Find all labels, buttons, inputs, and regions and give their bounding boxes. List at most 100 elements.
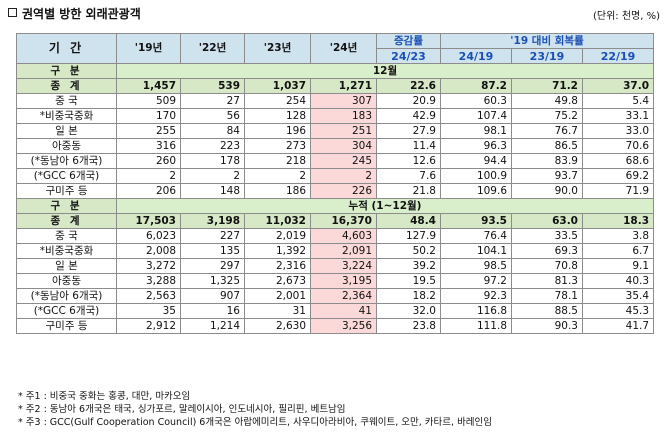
change-rate-subheader: 24/23 bbox=[376, 48, 441, 64]
region-name: 구미주 등 bbox=[16, 183, 117, 199]
table-cell: 128 bbox=[244, 108, 311, 124]
table-cell: 6.7 bbox=[581, 243, 655, 259]
region-name: 아중동 bbox=[16, 273, 117, 289]
table-cell: 90.3 bbox=[511, 318, 583, 334]
table-cell: 83.9 bbox=[511, 153, 583, 169]
table-cell: 1,271 bbox=[310, 78, 377, 94]
table-cell: 307 bbox=[310, 93, 377, 109]
table-cell: 218 bbox=[244, 153, 311, 169]
recovery-subheader-22-19: 22/19 bbox=[581, 48, 655, 64]
table-cell: 3,256 bbox=[310, 318, 377, 334]
table-cell: 87.2 bbox=[440, 78, 512, 94]
table-cell: 78.1 bbox=[511, 288, 583, 304]
section-header-row: 구 분 누적 (1~12월) bbox=[16, 198, 655, 214]
table-cell: 18.3 bbox=[581, 213, 655, 229]
table-cell: 1,214 bbox=[180, 318, 245, 334]
table-cell: 223 bbox=[180, 138, 245, 154]
table-cell: 11.4 bbox=[376, 138, 441, 154]
section-label: 구 분 bbox=[16, 198, 117, 214]
table-cell: 56 bbox=[180, 108, 245, 124]
table-cell: 111.8 bbox=[440, 318, 512, 334]
year-header-2024: '24년 bbox=[310, 33, 377, 64]
table-cell: 70.6 bbox=[581, 138, 655, 154]
table-cell: 33.1 bbox=[581, 108, 655, 124]
table-cell: 23.8 bbox=[376, 318, 441, 334]
table-cell: 21.8 bbox=[376, 183, 441, 199]
table-cell: 127.9 bbox=[376, 228, 441, 244]
table-row: 구미주 등 206 148 186 226 21.8 109.6 90.0 71.9 bbox=[16, 183, 655, 199]
table-cell: 98.5 bbox=[440, 258, 512, 274]
table-cell: 69.3 bbox=[511, 243, 583, 259]
region-name: 일 본 bbox=[16, 258, 117, 274]
table-cell: 93.5 bbox=[440, 213, 512, 229]
table-cell: 2 bbox=[310, 168, 377, 184]
table-cell: 178 bbox=[180, 153, 245, 169]
table-cell: 76.7 bbox=[511, 123, 583, 139]
table-cell: 255 bbox=[116, 123, 181, 139]
region-name: (*GCC 6개국) bbox=[16, 168, 117, 184]
table-row: 아중동 3,288 1,325 2,673 3,195 19.5 97.2 81.3 40.3 bbox=[16, 273, 655, 289]
table-row: 중 국 6,023 227 2,019 4,603 127.9 76.4 33.5 3.8 bbox=[16, 228, 655, 244]
table-cell: 116.8 bbox=[440, 303, 512, 319]
table-row: 일 본 255 84 196 251 27.9 98.1 76.7 33.0 bbox=[16, 123, 655, 139]
table-cell: 40.3 bbox=[581, 273, 655, 289]
table-row: 중 국 509 27 254 307 20.9 60.3 49.8 5.4 bbox=[16, 93, 655, 109]
region-name: (*동남아 6개국) bbox=[16, 153, 117, 169]
table-row: (*동남아 6개국) 260 178 218 245 12.6 94.4 83.9 68.6 bbox=[16, 153, 655, 169]
table-cell: 1,325 bbox=[180, 273, 245, 289]
table-cell: 539 bbox=[180, 78, 245, 94]
table-cell: 35.4 bbox=[581, 288, 655, 304]
table-cell: 186 bbox=[244, 183, 311, 199]
table-cell: 42.9 bbox=[376, 108, 441, 124]
table-cell: 92.3 bbox=[440, 288, 512, 304]
table-cell: 86.5 bbox=[511, 138, 583, 154]
table-cell: 2,019 bbox=[244, 228, 311, 244]
table-cell: 49.8 bbox=[511, 93, 583, 109]
table-cell: 60.3 bbox=[440, 93, 512, 109]
footnote-2: * 주2 : 동남아 6개국은 태국, 싱가포르, 말레이시아, 인도네시아, … bbox=[18, 404, 346, 415]
table-cell: 93.7 bbox=[511, 168, 583, 184]
table-cell: 2 bbox=[180, 168, 245, 184]
table-cell: 227 bbox=[180, 228, 245, 244]
table-cell: 1,457 bbox=[116, 78, 181, 94]
table-cell: 196 bbox=[244, 123, 311, 139]
table-cell: 32.0 bbox=[376, 303, 441, 319]
table-cell: 31 bbox=[244, 303, 311, 319]
section-label: 구 분 bbox=[16, 63, 117, 79]
page-title: 권역별 방한 외래관광객 bbox=[22, 7, 141, 21]
table-cell: 70.8 bbox=[511, 258, 583, 274]
table-cell: 2,364 bbox=[310, 288, 377, 304]
table-cell: 2,563 bbox=[116, 288, 181, 304]
table-row: 일 본 3,272 297 2,316 3,224 39.2 98.5 70.8 9.1 bbox=[16, 258, 655, 274]
region-name: 종 계 bbox=[16, 78, 117, 94]
table-cell: 509 bbox=[116, 93, 181, 109]
table-cell: 2,001 bbox=[244, 288, 311, 304]
region-name: 아중동 bbox=[16, 138, 117, 154]
table-cell: 2,630 bbox=[244, 318, 311, 334]
total-row: 종 계 17,503 3,198 11,032 16,370 48.4 93.5 63.0 18… bbox=[16, 213, 655, 229]
table-row: (*GCC 6개국) 2 2 2 2 7.6 100.9 93.7 69.2 bbox=[16, 168, 655, 184]
total-row: 종 계 1,457 539 1,037 1,271 22.6 87.2 71.2 37.0 bbox=[16, 78, 655, 94]
region-name: 중 국 bbox=[16, 228, 117, 244]
header-row-1: 기 간 '19년 '22년 '23년 '24년 증감률 '19 대비 회복률 bbox=[16, 33, 655, 64]
table-cell: 75.2 bbox=[511, 108, 583, 124]
section-period: 누적 (1~12월) bbox=[115, 198, 655, 214]
table-row: *비중국중화 2,008 135 1,392 2,091 50.2 104.1 69.3 6.7 bbox=[16, 243, 655, 259]
section-period: 12월 bbox=[115, 63, 655, 79]
footnote-3: * 주3 : GCC(Gulf Cooperation Council) 6개국… bbox=[18, 417, 493, 428]
table-cell: 37.0 bbox=[581, 78, 655, 94]
table-cell: 97.2 bbox=[440, 273, 512, 289]
year-header-2022: '22년 bbox=[180, 33, 245, 64]
unit-label: (단위: 천명, %) bbox=[592, 11, 660, 22]
period-header: 기 간 bbox=[16, 33, 117, 64]
table-cell: 98.1 bbox=[440, 123, 512, 139]
table-cell: 11,032 bbox=[244, 213, 311, 229]
table-cell: 33.0 bbox=[581, 123, 655, 139]
table-cell: 226 bbox=[310, 183, 377, 199]
table-cell: 1,037 bbox=[244, 78, 311, 94]
table-cell: 260 bbox=[116, 153, 181, 169]
table-cell: 1,392 bbox=[244, 243, 311, 259]
table-cell: 5.4 bbox=[581, 93, 655, 109]
table-cell: 3,224 bbox=[310, 258, 377, 274]
region-name: 중 국 bbox=[16, 93, 117, 109]
